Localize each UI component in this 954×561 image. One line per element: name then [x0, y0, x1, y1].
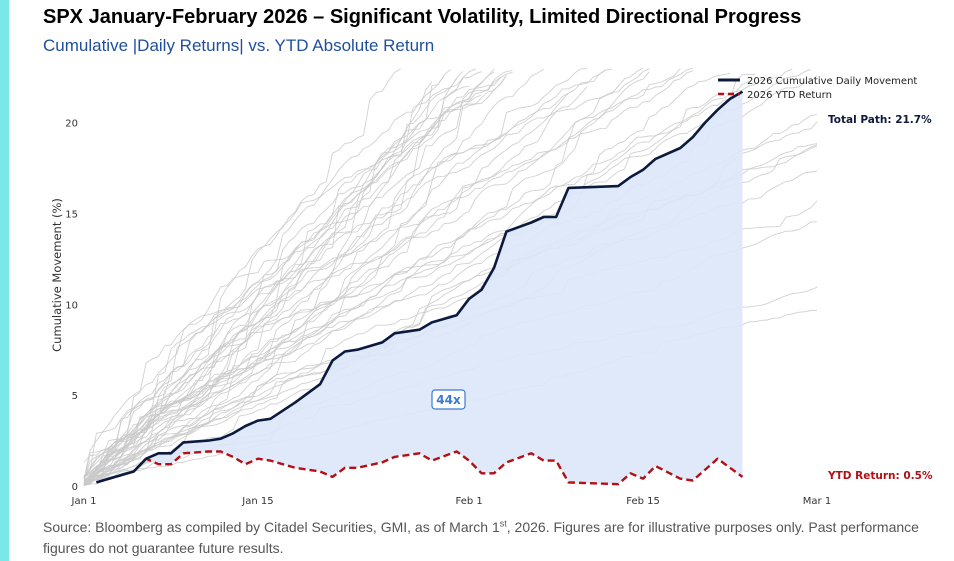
x-tick-label: Jan 1	[71, 496, 97, 507]
y-axis-label: Cumulative Movement (%)	[50, 198, 64, 352]
historical-path	[83, 68, 588, 463]
historical-path	[83, 68, 402, 479]
page-title: SPX January-February 2026 – Significant …	[43, 6, 802, 28]
historical-path	[83, 69, 607, 484]
historical-path	[83, 68, 793, 483]
cumulative-fill-area	[96, 91, 743, 485]
historical-path	[83, 71, 482, 479]
ratio-badge: 44x	[431, 389, 466, 410]
historical-path	[83, 68, 476, 478]
historical-path	[83, 77, 501, 478]
historical-path	[83, 71, 495, 484]
historical-path	[83, 67, 644, 485]
x-tick-label: Feb 15	[626, 496, 660, 507]
legend-label-cumulative: 2026 Cumulative Daily Movement	[747, 76, 917, 87]
chart: 0 5 10 15 20 Jan 1 Jan 15 Feb 1 Feb 15 Mar 1 Cumu…	[50, 67, 933, 507]
ytd-return-line	[96, 450, 744, 486]
historical-path	[83, 86, 588, 487]
source-text-rest: , 2026. Figures are for illustrative pur…	[43, 519, 919, 556]
x-tick-label: Jan 15	[241, 496, 273, 507]
total-path-annotation: Total Path: 21.7%	[828, 114, 932, 126]
page-subtitle: Cumulative |Daily Returns| vs. YTD Absol…	[43, 36, 435, 55]
x-tick-label: Feb 1	[456, 496, 483, 507]
historical-path	[83, 72, 731, 482]
y-tick-label: 0	[72, 482, 78, 493]
axes: 0 5 10 15 20 Jan 1 Jan 15 Feb 1 Feb 15 Mar 1	[65, 119, 831, 507]
ratio-badge-box	[431, 389, 466, 410]
historical-path	[83, 92, 569, 482]
historical-path	[83, 67, 693, 486]
y-tick-label: 10	[65, 300, 78, 311]
historical-path	[83, 85, 470, 482]
historical-path	[83, 70, 464, 483]
legend: 2026 Cumulative Daily Movement 2026 YTD …	[718, 76, 917, 101]
ratio-badge-label: 44x	[436, 393, 461, 407]
historical-path	[83, 75, 507, 486]
source-text: Source: Bloomberg as compiled by Citadel…	[43, 519, 500, 535]
x-tick-label: Mar 1	[803, 496, 831, 507]
source-note: Source: Bloomberg as compiled by Citadel…	[43, 517, 948, 559]
accent-bar	[0, 0, 9, 561]
y-tick-label: 20	[65, 119, 78, 130]
historical-path	[83, 81, 749, 482]
cumulative-movement-line	[96, 90, 744, 484]
historical-path	[83, 74, 755, 483]
historical-path	[83, 70, 513, 479]
ytd-return-annotation: YTD Return: 0.5%	[827, 470, 933, 482]
legend-label-ytd: 2026 YTD Return	[747, 90, 832, 101]
y-tick-label: 5	[72, 391, 78, 402]
source-superscript: st	[499, 518, 507, 529]
historical-path	[83, 68, 811, 482]
historical-path	[83, 74, 445, 477]
historical-path	[83, 71, 650, 485]
y-tick-label: 15	[65, 209, 78, 220]
historical-path	[83, 68, 681, 485]
